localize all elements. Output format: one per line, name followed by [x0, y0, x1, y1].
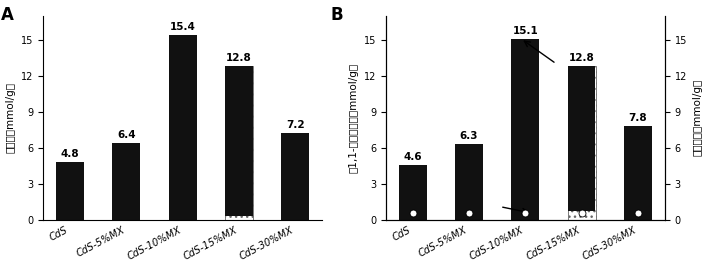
Bar: [281, 134, 309, 220]
Bar: [225, 66, 253, 220]
Text: B: B: [330, 6, 343, 24]
Bar: [624, 126, 652, 220]
Text: 7.8: 7.8: [629, 113, 647, 123]
Bar: [56, 162, 84, 220]
Bar: [113, 143, 140, 220]
Text: 4.8: 4.8: [61, 149, 79, 159]
Y-axis label: 产1,1-二氯乙烷量（mmol/g）: 产1,1-二氯乙烷量（mmol/g）: [348, 63, 358, 173]
Bar: [511, 39, 539, 220]
Bar: [399, 165, 427, 220]
Bar: [568, 66, 595, 211]
Text: 6.4: 6.4: [117, 130, 136, 140]
Bar: [225, 66, 253, 216]
Bar: [568, 66, 595, 220]
Text: 6.3: 6.3: [459, 131, 478, 141]
Text: 4.6: 4.6: [404, 152, 422, 162]
Text: 15.4: 15.4: [170, 22, 195, 32]
Text: 7.2: 7.2: [286, 120, 304, 130]
Y-axis label: 产乙烷量（mmol/g）: 产乙烷量（mmol/g）: [692, 79, 702, 156]
Text: 12.8: 12.8: [226, 53, 252, 63]
Bar: [455, 144, 483, 220]
Y-axis label: 产氢量（mmol/g）: 产氢量（mmol/g）: [6, 82, 16, 153]
Text: A: A: [1, 6, 14, 24]
Bar: [169, 35, 197, 220]
Text: 15.1: 15.1: [513, 26, 538, 36]
Text: 12.8: 12.8: [569, 53, 595, 63]
